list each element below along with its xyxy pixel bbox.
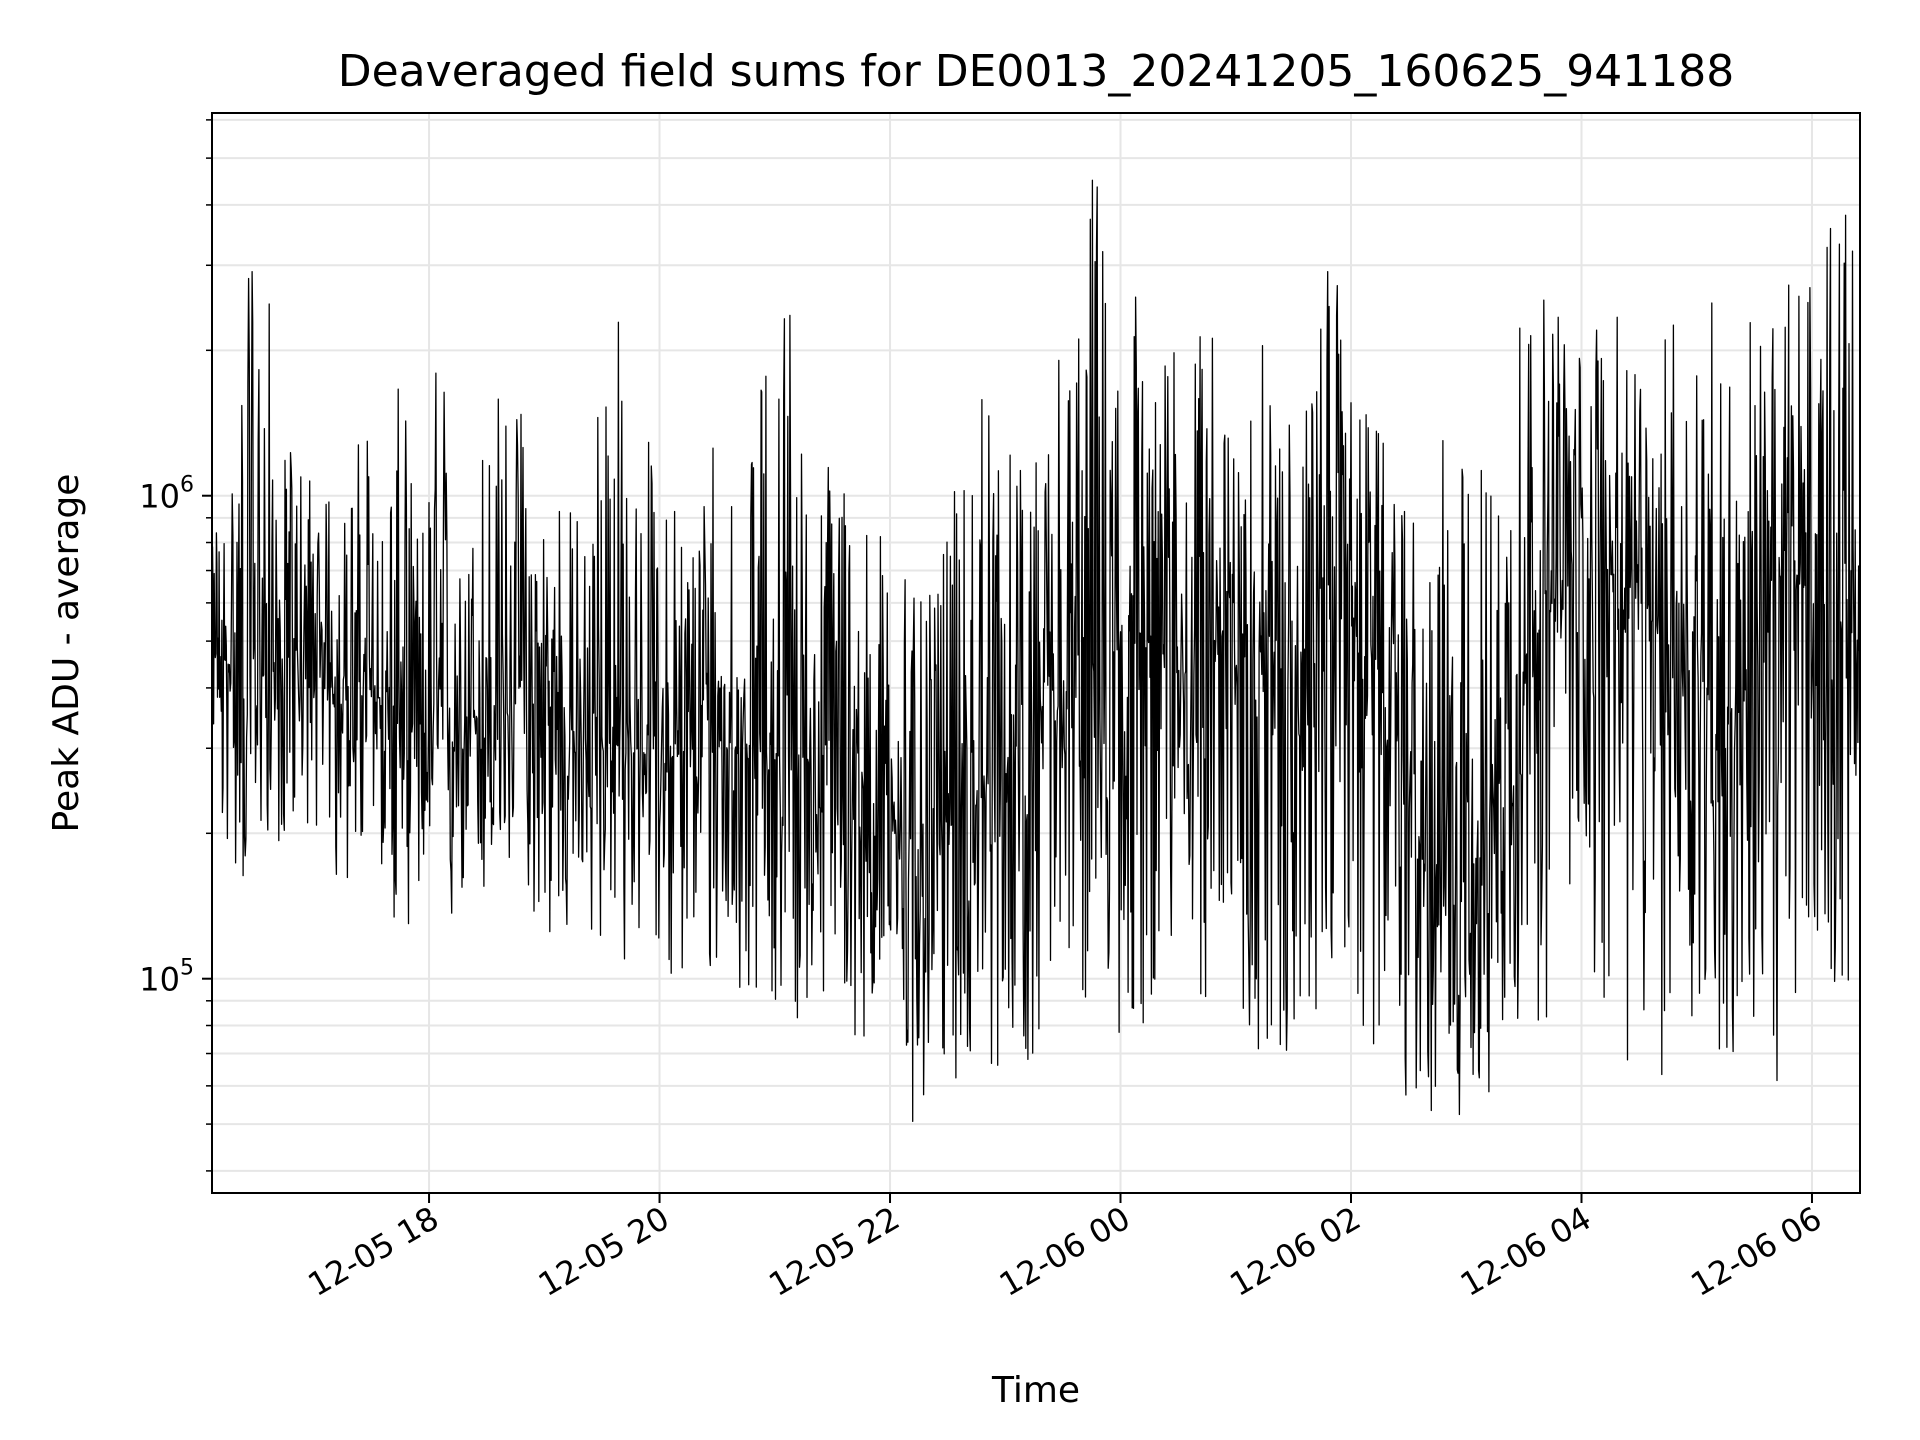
x-axis-label: Time xyxy=(991,1370,1080,1411)
plot-frame xyxy=(211,112,1861,1194)
y-axis: 105 106 xyxy=(139,119,212,1172)
chart-title: Deaveraged field sums for DE0013_2024120… xyxy=(338,46,1735,97)
y-axis-label: Peak ADU - average xyxy=(46,474,87,833)
y-tick-label: 105 xyxy=(139,956,194,999)
series-line xyxy=(212,179,1860,1123)
y-tick-label: 106 xyxy=(139,473,194,516)
series-layer xyxy=(212,179,1860,1123)
